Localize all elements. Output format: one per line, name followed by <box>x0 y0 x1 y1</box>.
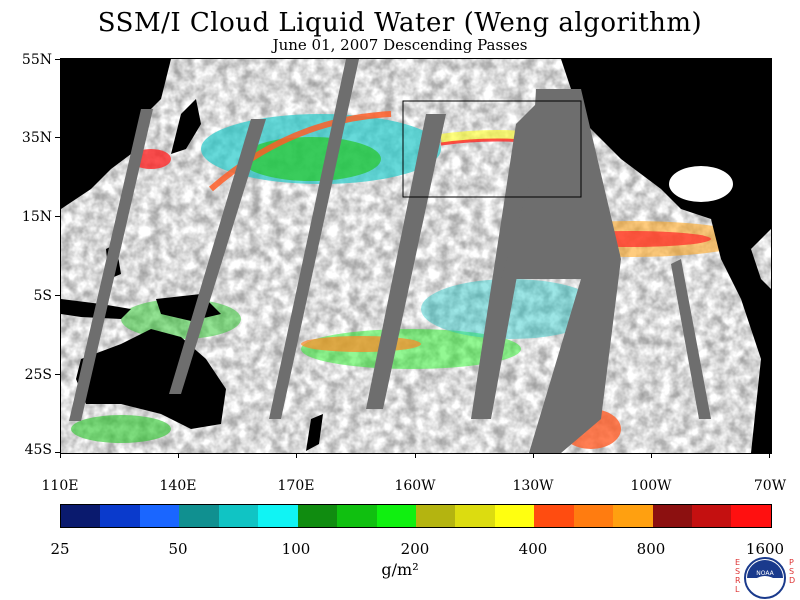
north-america-landmass <box>561 59 771 249</box>
lat-label-55n: 55N <box>21 52 52 68</box>
lon-label-160w: 160W <box>394 478 436 494</box>
missing-data-swaths <box>69 59 711 453</box>
lon-label-70w: 70W <box>753 478 787 494</box>
colorbar <box>60 504 772 528</box>
gulf-of-mexico <box>669 166 733 202</box>
lon-tick <box>415 453 416 458</box>
lat-tick <box>55 137 60 138</box>
new-zealand-landmass <box>306 414 323 451</box>
colorbar-swatch <box>731 505 771 527</box>
lat-label-45s: 45S <box>24 442 52 458</box>
lon-tick <box>533 453 534 458</box>
map-subtitle: June 01, 2007 Descending Passes <box>272 36 528 54</box>
map-title: SSM/I Cloud Liquid Water (Weng algorithm… <box>97 8 703 38</box>
colorbar-swatch <box>100 505 140 527</box>
lon-tick <box>60 453 61 458</box>
missing-swath <box>366 114 446 409</box>
colorbar-swatch <box>415 505 456 527</box>
colorbar-swatch <box>652 505 692 527</box>
colorbar-label-400: 400 <box>518 540 548 558</box>
land-masses <box>61 59 771 453</box>
japan-landmass <box>171 99 201 154</box>
lat-label-35n: 35N <box>21 130 52 146</box>
map-canvas <box>61 59 771 453</box>
lat-tick <box>55 374 60 375</box>
colorbar-units: g/m² <box>381 560 419 579</box>
lon-label-140e: 140E <box>159 478 197 494</box>
missing-swath <box>671 259 711 419</box>
colorbar-swatch <box>376 505 416 527</box>
colorbar-swatch <box>61 505 101 527</box>
colorbar-swatch <box>337 505 377 527</box>
colorbar-swatch <box>258 505 298 527</box>
lon-label-100w: 100W <box>630 478 672 494</box>
colorbar-swatch <box>692 505 732 527</box>
lon-tick <box>296 453 297 458</box>
colorbar-label-100: 100 <box>281 540 311 558</box>
lon-label-130w: 130W <box>512 478 554 494</box>
cloud-water-map <box>60 58 772 454</box>
colorbar-swatch <box>218 505 259 527</box>
colorbar-label-25: 25 <box>50 540 70 558</box>
colorbar-label-200: 200 <box>400 540 430 558</box>
lat-tick <box>55 295 60 296</box>
colorbar-swatch <box>455 505 495 527</box>
missing-swath <box>501 89 621 453</box>
lon-label-170e: 170E <box>277 478 315 494</box>
colorbar-swatch <box>534 505 574 527</box>
colorbar-swatch <box>494 505 535 527</box>
region-box <box>402 100 582 198</box>
colorbar-swatch <box>179 505 219 527</box>
colorbar-swatch <box>613 505 653 527</box>
lon-tick <box>651 453 652 458</box>
lon-tick <box>178 453 179 458</box>
colorbar-label-50: 50 <box>168 540 188 558</box>
missing-swath <box>269 59 359 419</box>
lat-tick <box>55 216 60 217</box>
colorbar-label-1600: 1600 <box>745 540 785 558</box>
lat-label-15n: 15N <box>21 209 52 225</box>
americas-landmass <box>711 219 771 453</box>
asia-landmass <box>61 59 171 209</box>
lat-label-25s: 25S <box>24 367 52 383</box>
lat-label-5s: 5S <box>33 288 53 304</box>
colorbar-swatch <box>297 505 338 527</box>
lat-tick <box>55 59 60 60</box>
lon-label-110e: 110E <box>41 478 79 494</box>
logo-center-text: NOAA <box>756 570 774 577</box>
colorbar-swatch <box>139 505 180 527</box>
missing-swath <box>169 119 266 394</box>
lat-tick <box>55 452 60 453</box>
colorbar-label-800: 800 <box>636 540 666 558</box>
missing-swath <box>69 109 153 421</box>
colorbar-swatch <box>573 505 614 527</box>
noaa-emblem-icon: NOAA <box>744 557 786 599</box>
lon-tick <box>769 453 770 458</box>
